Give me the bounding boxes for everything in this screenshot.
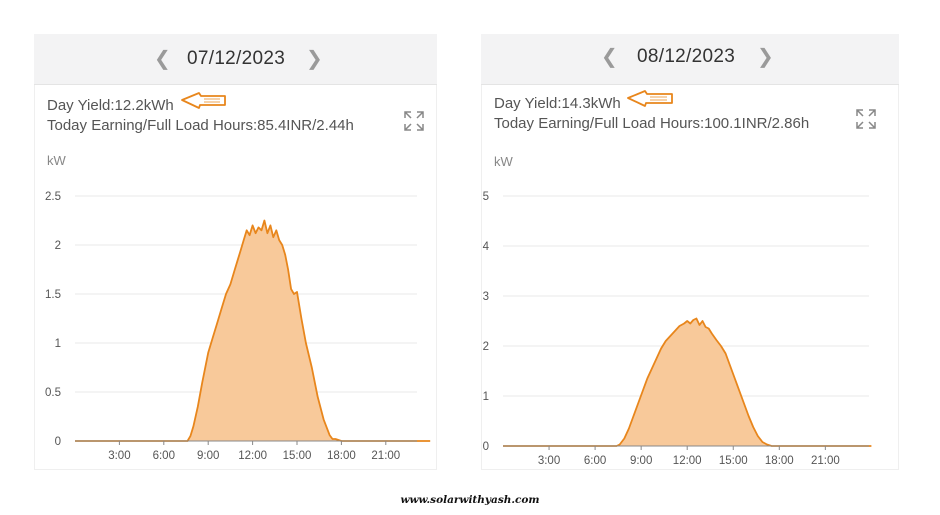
power-series-line [503, 317, 872, 447]
y-tick-label: 4 [483, 241, 490, 253]
power-area-fill [503, 318, 872, 446]
y-tick-label: 1 [483, 391, 489, 403]
earning-text: Today Earning/Full Load Hours:85.4INR/2.… [47, 117, 354, 134]
power-area-chart: 0 0.5 1 1.5 2 2.5 3:00 6:00 9:00 12:00 15:00 18:00 2… [45, 191, 431, 462]
y-tick-label: 5 [483, 191, 489, 203]
x-tick-label: 3:00 [108, 450, 130, 462]
power-series-line [75, 219, 431, 442]
y-tick-label: 2 [483, 341, 489, 353]
x-tick-label: 3:00 [538, 455, 560, 467]
y-tick-label: 0.5 [45, 387, 61, 399]
expand-icon[interactable] [855, 108, 877, 130]
x-tick-label: 15:00 [719, 455, 748, 467]
y-tick-label: 2 [55, 240, 61, 252]
x-tick-label: 9:00 [630, 455, 652, 467]
chevron-right-icon[interactable]: ❯ [306, 48, 323, 70]
unit-label: kW [47, 153, 66, 168]
x-tick-label: 21:00 [811, 455, 840, 467]
chart-panel-2: ❮ 08/12/2023 ❯ Day Yield:14.3kWh Today E… [481, 34, 899, 470]
chevron-left-icon[interactable]: ❮ [154, 48, 171, 70]
day-yield-text: Day Yield:14.3kWh [494, 95, 621, 112]
panel-body [481, 85, 899, 470]
y-tick-label: 1 [55, 338, 61, 350]
chevron-left-icon[interactable]: ❮ [601, 46, 618, 68]
x-tick-label: 9:00 [197, 450, 219, 462]
date-header: ❮ 08/12/2023 ❯ [481, 34, 899, 85]
panel-body [34, 85, 437, 470]
y-tick-label: 0 [483, 441, 489, 453]
x-tick-label: 6:00 [584, 455, 606, 467]
footer-watermark: www.solarwithyash.com [400, 494, 540, 506]
y-tick-label: 1.5 [45, 289, 61, 301]
date-label: 07/12/2023 [187, 48, 286, 69]
x-tick-label: 12:00 [238, 450, 267, 462]
x-tick-label: 18:00 [765, 455, 794, 467]
day-yield-text: Day Yield:12.2kWh [47, 97, 174, 114]
y-tick-label: 0 [55, 436, 61, 448]
date-header: ❮ 07/12/2023 ❯ [34, 34, 437, 85]
x-tick-label: 12:00 [673, 455, 702, 467]
earning-text: Today Earning/Full Load Hours:100.1INR/2… [494, 115, 810, 132]
x-tick-label: 21:00 [371, 450, 400, 462]
power-area-fill [75, 220, 431, 441]
y-tick-label: 2.5 [45, 191, 61, 203]
y-tick-label: 3 [483, 291, 489, 303]
date-label: 08/12/2023 [637, 46, 736, 67]
chart-panel-1: ❮ 07/12/2023 ❯ Day Yield:12.2kWh Today E… [34, 34, 437, 470]
chevron-right-icon[interactable]: ❯ [757, 46, 774, 68]
unit-label: kW [494, 154, 513, 169]
power-area-chart: 0 1 2 3 4 5 3:00 6:00 9:00 12:00 15:00 18:00 21:00 [483, 191, 872, 467]
expand-icon[interactable] [403, 110, 425, 132]
x-tick-label: 18:00 [327, 450, 356, 462]
x-tick-label: 6:00 [153, 450, 175, 462]
x-tick-label: 15:00 [283, 450, 312, 462]
